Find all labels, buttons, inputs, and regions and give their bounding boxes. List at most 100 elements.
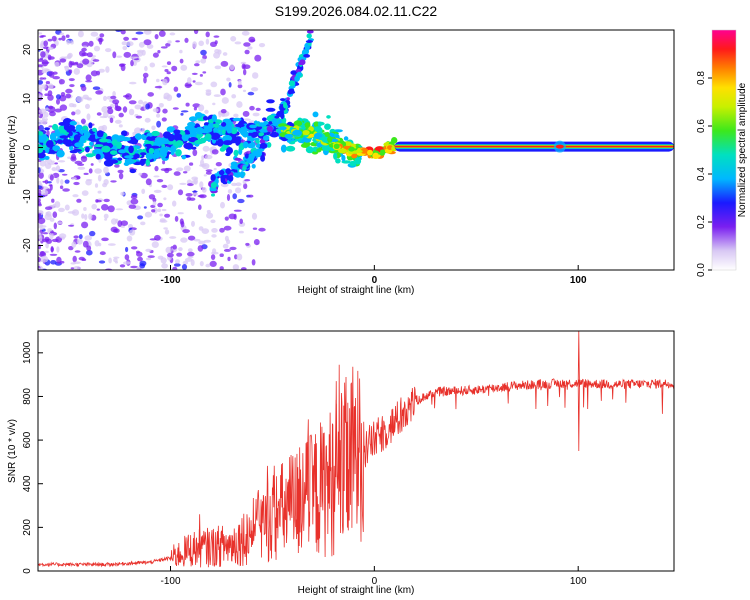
heatmap-noise-cell bbox=[51, 167, 57, 172]
y-tick-label: 800 bbox=[22, 388, 33, 405]
heatmap-noise-cell bbox=[201, 228, 210, 235]
heatmap-noise-cell bbox=[161, 117, 167, 122]
heatmap-ridge-cell bbox=[139, 158, 145, 166]
heatmap-noise-cell bbox=[138, 99, 144, 105]
heatmap-noise-cell bbox=[198, 40, 204, 47]
heatmap-branch-cell bbox=[244, 153, 249, 159]
heatmap-noise-cell bbox=[220, 109, 227, 114]
heatmap-noise-cell bbox=[120, 220, 128, 226]
heatmap-ridge-cell bbox=[317, 121, 322, 127]
x-tick-label: -100 bbox=[160, 275, 180, 286]
heatmap-noise-cell bbox=[167, 40, 172, 44]
heatmap-noise-cell bbox=[194, 81, 203, 86]
heatmap-noise-cell bbox=[39, 160, 47, 167]
heatmap-branch-cell bbox=[252, 150, 258, 157]
heatmap-noise-cell bbox=[56, 256, 62, 264]
heatmap-noise-cell bbox=[160, 46, 168, 49]
heatmap-noise-cell bbox=[58, 37, 62, 41]
heatmap-noise-cell bbox=[154, 85, 163, 89]
heatmap-branch-cell bbox=[274, 115, 280, 119]
heatmap-ridge-cell bbox=[183, 142, 194, 150]
heatmap-noise-cell bbox=[54, 108, 62, 113]
heatmap-noise-cell bbox=[38, 223, 43, 229]
heatmap-noise-cell bbox=[56, 246, 60, 253]
heatmap-noise-cell bbox=[187, 248, 193, 253]
heatmap-ridge-cell bbox=[226, 125, 233, 134]
heatmap-noise-cell bbox=[223, 248, 231, 252]
heatmap-noise-cell bbox=[180, 64, 188, 71]
heatmap-noise-cell bbox=[78, 256, 86, 261]
heatmap-noise-cell bbox=[158, 103, 164, 108]
heatmap-noise-cell bbox=[183, 171, 188, 174]
heatmap-noise-cell bbox=[99, 115, 108, 119]
heatmap-noise-cell bbox=[157, 50, 161, 54]
heatmap-noise-cell bbox=[70, 267, 75, 270]
heatmap-noise-cell bbox=[47, 228, 53, 232]
heatmap-noise-cell bbox=[123, 261, 131, 265]
heatmap-noise-cell bbox=[38, 267, 42, 270]
heatmap-noise-cell bbox=[251, 87, 259, 92]
heatmap-transition-cell bbox=[319, 136, 328, 141]
heatmap-ridge-cell bbox=[216, 138, 224, 147]
heatmap-branch-cell bbox=[303, 54, 310, 58]
heatmap-noise-cell bbox=[84, 235, 92, 241]
heatmap-noise-cell bbox=[166, 61, 172, 65]
heatmap-ridge-cell bbox=[45, 146, 50, 154]
heatmap-noise-cell bbox=[68, 246, 74, 251]
heatmap-noise-cell bbox=[117, 220, 123, 228]
heatmap-noise-cell bbox=[158, 30, 166, 37]
heatmap-noise-cell bbox=[84, 214, 88, 221]
heatmap-ridge-cell bbox=[65, 139, 72, 144]
heatmap-ridge-cell bbox=[341, 154, 346, 162]
heatmap-noise-cell bbox=[156, 113, 161, 118]
heatmap-noise-cell bbox=[134, 127, 142, 134]
heatmap-noise-cell bbox=[179, 49, 183, 54]
heatmap-noise-cell bbox=[229, 64, 235, 71]
heatmap-noise-cell bbox=[226, 77, 231, 82]
snr-x-label: Height of straight line (km) bbox=[298, 585, 415, 596]
heatmap-noise-cell bbox=[219, 253, 224, 257]
heatmap-noise-cell bbox=[90, 31, 99, 37]
heatmap-noise-cell bbox=[85, 103, 90, 109]
heatmap-noise-cell bbox=[220, 60, 229, 67]
heatmap-ridge-cell bbox=[211, 114, 217, 122]
heatmap-noise-cell bbox=[144, 65, 148, 72]
heatmap-noise-cell bbox=[210, 219, 216, 224]
heatmap-noise-cell bbox=[140, 172, 148, 179]
heatmap-noise-cell bbox=[51, 198, 55, 203]
spectrogram-heatmap bbox=[38, 30, 674, 270]
heatmap-noise-cell bbox=[115, 106, 122, 112]
heatmap-branch-cell bbox=[225, 168, 232, 175]
heatmap-noise-cell bbox=[156, 179, 164, 183]
heatmap-noise-cell bbox=[123, 95, 130, 98]
heatmap-noise-cell bbox=[121, 41, 128, 46]
heatmap-noise-cell bbox=[45, 206, 53, 210]
heatmap-noise-cell bbox=[241, 30, 250, 36]
heatmap-noise-cell bbox=[61, 35, 66, 41]
heatmap-noise-cell bbox=[78, 234, 83, 240]
heatmap-noise-cell bbox=[61, 173, 68, 176]
heatmap-noise-cell bbox=[124, 254, 130, 261]
heatmap-noise-cell bbox=[233, 113, 239, 118]
heatmap-ridge-cell bbox=[326, 115, 331, 119]
heatmap-ridge-cell bbox=[343, 136, 349, 141]
heatmap-noise-cell bbox=[200, 159, 205, 167]
heatmap-noise-cell bbox=[129, 229, 136, 236]
heatmap-noise-cell bbox=[71, 241, 77, 248]
heatmap-noise-cell bbox=[138, 172, 143, 176]
heatmap-noise-cell bbox=[38, 80, 44, 85]
heatmap-noise-cell bbox=[252, 72, 259, 79]
heatmap-noise-cell bbox=[38, 32, 43, 35]
heatmap-transition-cell bbox=[348, 146, 355, 152]
heatmap-ridge-cell bbox=[85, 146, 90, 153]
heatmap-ridge-cell bbox=[174, 132, 179, 138]
heatmap-noise-cell bbox=[130, 198, 139, 205]
heatmap-noise-cell bbox=[77, 163, 85, 166]
heatmap-noise-cell bbox=[38, 58, 44, 62]
heatmap-noise-cell bbox=[232, 264, 240, 270]
heatmap-noise-cell bbox=[224, 216, 229, 221]
heatmap-noise-cell bbox=[164, 213, 171, 218]
heatmap-noise-cell bbox=[115, 208, 124, 211]
heatmap-noise-cell bbox=[134, 104, 142, 110]
heatmap-noise-cell bbox=[120, 64, 126, 72]
